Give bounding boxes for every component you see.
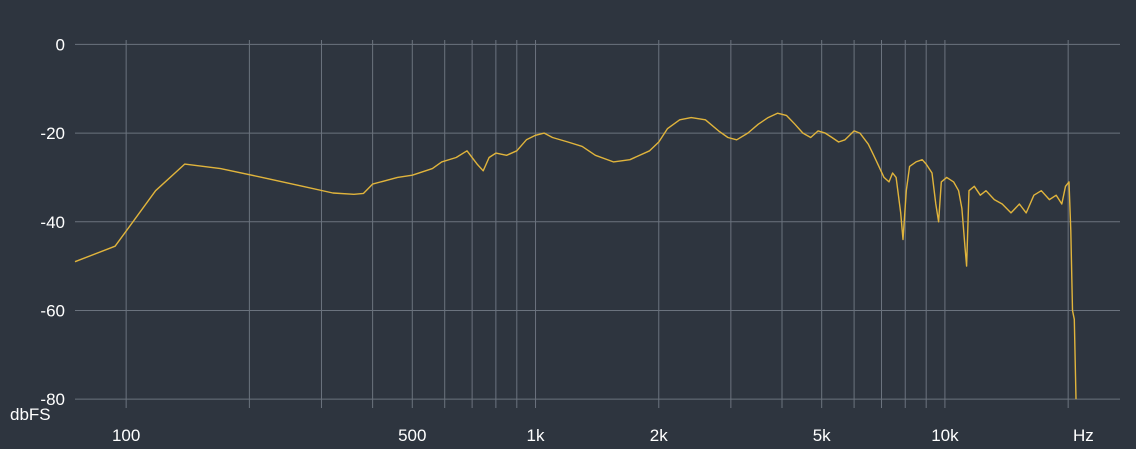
y-tick-label: -20	[40, 124, 65, 143]
x-axis-label: Hz	[1073, 426, 1094, 445]
y-tick-label: -60	[40, 301, 65, 320]
y-tick-label: -80	[40, 390, 65, 409]
x-tick-label: 10k	[931, 426, 959, 445]
x-tick-label: 500	[398, 426, 426, 445]
y-tick-label: -40	[40, 213, 65, 232]
y-tick-label: 0	[56, 35, 65, 54]
x-tick-label: 5k	[813, 426, 831, 445]
y-axis-label: dbFS	[10, 405, 51, 424]
x-gridlines	[125, 40, 1069, 408]
x-axis-ticks: 100 500 1k 2k 5k 10k	[112, 426, 959, 445]
y-gridlines	[75, 43, 1120, 400]
x-tick-label: 1k	[527, 426, 545, 445]
x-tick-label: 2k	[650, 426, 668, 445]
response-line	[74, 112, 1077, 400]
y-axis-ticks: 0 -20 -40 -60 -80	[40, 35, 65, 409]
x-tick-label: 100	[112, 426, 140, 445]
